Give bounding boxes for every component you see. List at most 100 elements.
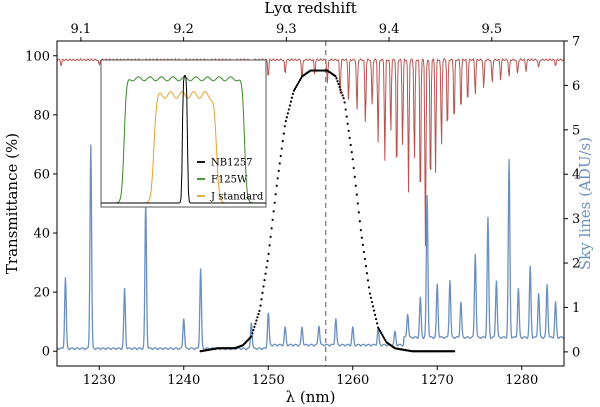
nb1257-point: [271, 218, 274, 221]
nb1257-point: [350, 150, 353, 154]
x-tick-label: 1280: [505, 373, 538, 388]
y-right-tick-label: 1: [572, 301, 580, 316]
sky-lines-line: [56, 144, 565, 351]
nb1257-point: [265, 266, 268, 269]
plot-frame: [56, 40, 565, 367]
nb1257-point: [384, 338, 387, 342]
inset-layer: NB1257 F125W J standard: [100, 59, 267, 208]
nb1257-inset-curve: [101, 74, 266, 204]
nb1257-point: [257, 313, 260, 316]
nb1257-point: [373, 313, 377, 316]
nb1257-point: [273, 201, 276, 204]
nb1257-point: [260, 298, 263, 301]
nb1257-point: [293, 87, 297, 90]
nb1257-point: [347, 129, 350, 132]
nb1257-point: [338, 85, 341, 88]
nb1257-point: [361, 243, 364, 246]
nb1257-point: [383, 337, 386, 340]
y-right-axis-title: Sky lines (ADU/s): [576, 137, 594, 270]
nb1257-point: [258, 309, 261, 313]
f125w-curve: [101, 76, 266, 204]
nb1257-point: [359, 228, 362, 232]
nb1257-point: [282, 132, 285, 135]
nb1257-point: [378, 328, 381, 331]
nb1257-point: [360, 236, 363, 239]
top-tick-label: 9.1: [71, 22, 92, 37]
nb1257-point: [379, 330, 382, 333]
nb1257-point: [335, 77, 338, 80]
nb1257-point: [267, 252, 270, 255]
nb1257-point: [259, 304, 262, 307]
legend-label: F125W: [211, 175, 248, 186]
y-right-tick-label: 6: [572, 79, 580, 94]
y-left-tick-label: 80: [33, 108, 50, 123]
nb1257-point: [334, 75, 337, 78]
legend-label: J standard: [210, 192, 264, 203]
nb1257-point: [294, 85, 298, 89]
y-right-tick-label: 0: [572, 345, 580, 360]
x-tick-label: 1270: [421, 373, 454, 388]
nb1257-point: [382, 335, 385, 338]
nb1257-point: [381, 333, 384, 336]
nb1257-point: [297, 80, 301, 83]
nb1257-point: [298, 78, 302, 82]
nb1257-point: [268, 244, 271, 247]
nb1257-point: [250, 335, 253, 338]
nb1257-point: [353, 175, 356, 179]
sky-lines-layer: [56, 144, 565, 351]
nb1257-point: [261, 291, 264, 294]
nb1257-point: [339, 88, 342, 91]
nb1257-point: [374, 317, 378, 321]
nb1257-point: [262, 285, 265, 288]
nb1257-point: [279, 154, 282, 158]
nb1257-point: [346, 122, 349, 125]
nb1257-point: [276, 177, 279, 180]
nb1257-point: [286, 112, 289, 115]
nb1257-point: [354, 184, 357, 187]
nb1257-point: [277, 169, 280, 172]
y-right-tick-label: 7: [572, 35, 580, 50]
x-tick-label: 1230: [83, 373, 116, 388]
top-tick-label: 9.3: [276, 22, 297, 37]
top-tick-label: 9.4: [379, 22, 400, 37]
nb1257-point: [264, 272, 267, 275]
nb1257-point: [291, 92, 295, 95]
nb1257-point: [351, 158, 354, 161]
nb1257-point: [281, 140, 284, 143]
nb1257-point: [365, 272, 369, 275]
x-tick-label: 1240: [167, 373, 200, 388]
nb1257-point: [352, 166, 355, 170]
y-right-tick-label: 4: [572, 168, 580, 183]
axes-layer: 1230 1240 1250 1260 1270 1280 0 20 40 60 80 100 0 1 2 3…: [25, 22, 580, 388]
nb1257-point: [299, 77, 303, 80]
nb1257-point: [380, 331, 383, 335]
nb1257-point: [252, 328, 255, 332]
nb1257-point: [375, 322, 379, 325]
legend-label: NB1257: [211, 158, 253, 169]
nb1257-point: [278, 162, 281, 165]
x-tick-label: 1260: [336, 373, 369, 388]
nb1257-point: [285, 116, 288, 119]
nb1257-point: [453, 350, 456, 353]
nb1257-point: [368, 292, 372, 295]
y-left-tick-label: 40: [33, 227, 50, 242]
nb1257-point: [269, 235, 272, 238]
nb1257-point: [263, 278, 266, 282]
nb1257-point: [255, 319, 258, 322]
nb1257-point: [357, 211, 360, 214]
nb1257-point: [369, 296, 373, 299]
nb1257-point: [337, 82, 340, 86]
top-tick-label: 9.2: [173, 22, 194, 37]
y-left-tick-label: 0: [42, 345, 50, 360]
y-left-tick-label: 60: [33, 167, 50, 182]
nb1257-point: [348, 136, 351, 140]
nb1257-point: [343, 101, 346, 104]
nb1257-point: [295, 84, 299, 87]
y-left-tick-label: 20: [33, 286, 50, 301]
nb1257-point: [284, 120, 287, 123]
top-tick-label: 9.5: [481, 22, 502, 37]
nb1257-point: [289, 100, 292, 103]
nb1257-point: [270, 227, 273, 230]
nb1257-point: [358, 220, 361, 223]
